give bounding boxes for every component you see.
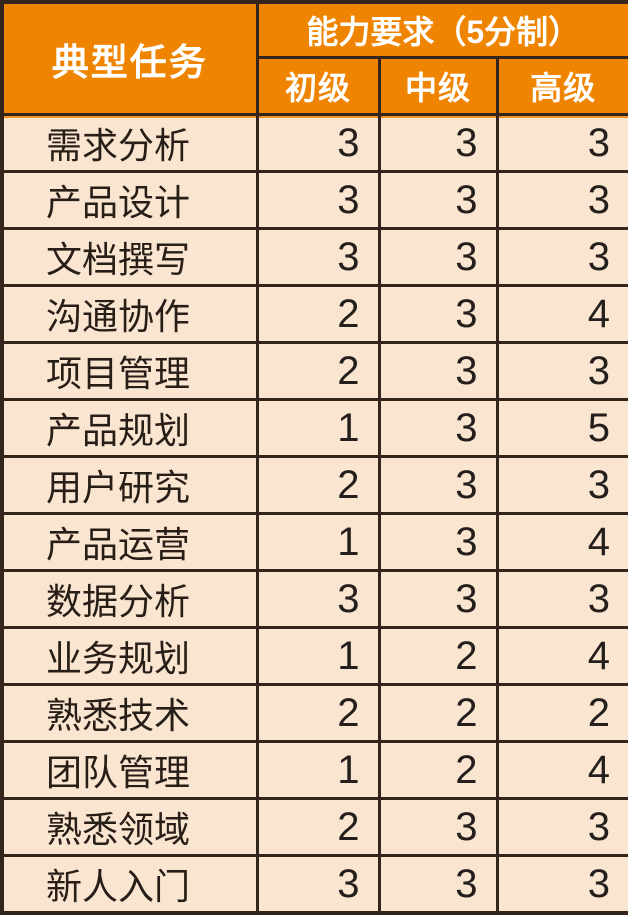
score-cell-junior: 3: [255, 170, 381, 230]
score-cell-intermediate: 3: [377, 455, 499, 515]
table-row: 文档撰写 3 3 3: [0, 227, 628, 287]
task-cell: 产品设计: [0, 170, 259, 230]
task-cell: 数据分析: [0, 569, 259, 629]
score-cell-junior: 2: [255, 341, 381, 401]
table-row: 项目管理 2 3 3: [0, 341, 628, 401]
task-cell: 熟悉领域: [0, 797, 259, 857]
score-cell-intermediate: 3: [377, 854, 499, 915]
task-cell: 团队管理: [0, 740, 259, 800]
score-cell-senior: 3: [495, 569, 628, 629]
score-cell-intermediate: 2: [377, 683, 499, 743]
table-row: 产品设计 3 3 3: [0, 170, 628, 230]
score-cell-intermediate: 3: [377, 797, 499, 857]
task-cell: 需求分析: [0, 113, 259, 173]
score-cell-intermediate: 3: [377, 227, 499, 287]
task-cell: 产品运营: [0, 512, 259, 572]
table-row: 产品规划 1 3 5: [0, 398, 628, 458]
header-level-senior: 高级: [495, 56, 628, 116]
table-row: 业务规划 1 2 4: [0, 626, 628, 686]
score-cell-junior: 1: [255, 398, 381, 458]
score-cell-senior: 2: [495, 683, 628, 743]
score-cell-junior: 3: [255, 227, 381, 287]
table-row: 用户研究 2 3 3: [0, 455, 628, 515]
score-cell-intermediate: 3: [377, 170, 499, 230]
task-cell: 沟通协作: [0, 284, 259, 344]
score-cell-junior: 3: [255, 854, 381, 915]
task-cell: 用户研究: [0, 455, 259, 515]
score-cell-senior: 4: [495, 284, 628, 344]
task-cell: 产品规划: [0, 398, 259, 458]
score-cell-intermediate: 2: [377, 626, 499, 686]
score-cell-senior: 4: [495, 512, 628, 572]
score-cell-intermediate: 3: [377, 398, 499, 458]
score-cell-senior: 3: [495, 797, 628, 857]
score-cell-intermediate: 3: [377, 341, 499, 401]
table-row: 数据分析 3 3 3: [0, 569, 628, 629]
table-row: 需求分析 3 3 3: [0, 113, 628, 173]
table-header: 典型任务 能力要求（5分制） 初级 中级 高级: [0, 0, 628, 116]
task-cell: 项目管理: [0, 341, 259, 401]
table-body: 需求分析 3 3 3 产品设计 3 3 3 文档撰写 3 3 3 沟通协作 2 …: [0, 113, 628, 915]
task-cell: 熟悉技术: [0, 683, 259, 743]
task-cell: 新人入门: [0, 854, 259, 915]
table-row: 团队管理 1 2 4: [0, 740, 628, 800]
task-cell: 文档撰写: [0, 227, 259, 287]
score-cell-junior: 3: [255, 569, 381, 629]
score-cell-senior: 3: [495, 170, 628, 230]
score-cell-junior: 2: [255, 284, 381, 344]
header-task-column: 典型任务: [0, 0, 259, 116]
table-row: 新人入门 3 3 3: [0, 854, 628, 915]
score-cell-junior: 1: [255, 512, 381, 572]
header-row-levels: 初级 中级 高级: [2, 56, 628, 116]
score-cell-senior: 3: [495, 113, 628, 173]
score-cell-senior: 4: [495, 626, 628, 686]
score-cell-intermediate: 3: [377, 113, 499, 173]
table-row: 熟悉技术 2 2 2: [0, 683, 628, 743]
score-cell-intermediate: 3: [377, 569, 499, 629]
score-cell-senior: 3: [495, 455, 628, 515]
score-cell-junior: 2: [255, 797, 381, 857]
score-cell-senior: 4: [495, 740, 628, 800]
table-row: 沟通协作 2 3 4: [0, 284, 628, 344]
score-cell-junior: 3: [255, 113, 381, 173]
table-row: 熟悉领域 2 3 3: [0, 797, 628, 857]
header-row-group: 典型任务 能力要求（5分制）: [0, 0, 628, 116]
score-cell-intermediate: 3: [377, 284, 499, 344]
table-row: 产品运营 1 3 4: [0, 512, 628, 572]
score-cell-senior: 3: [495, 227, 628, 287]
header-level-intermediate: 中级: [377, 56, 499, 116]
score-cell-senior: 3: [495, 341, 628, 401]
score-cell-junior: 2: [255, 455, 381, 515]
header-level-junior: 初级: [255, 56, 381, 116]
score-cell-intermediate: 3: [377, 512, 499, 572]
score-cell-senior: 5: [495, 398, 628, 458]
score-cell-junior: 2: [255, 683, 381, 743]
task-cell: 业务规划: [0, 626, 259, 686]
score-cell-senior: 3: [495, 854, 628, 915]
score-cell-intermediate: 2: [377, 740, 499, 800]
score-cell-junior: 1: [255, 740, 381, 800]
header-ability-group: 能力要求（5分制）: [255, 0, 628, 59]
score-cell-junior: 1: [255, 626, 381, 686]
